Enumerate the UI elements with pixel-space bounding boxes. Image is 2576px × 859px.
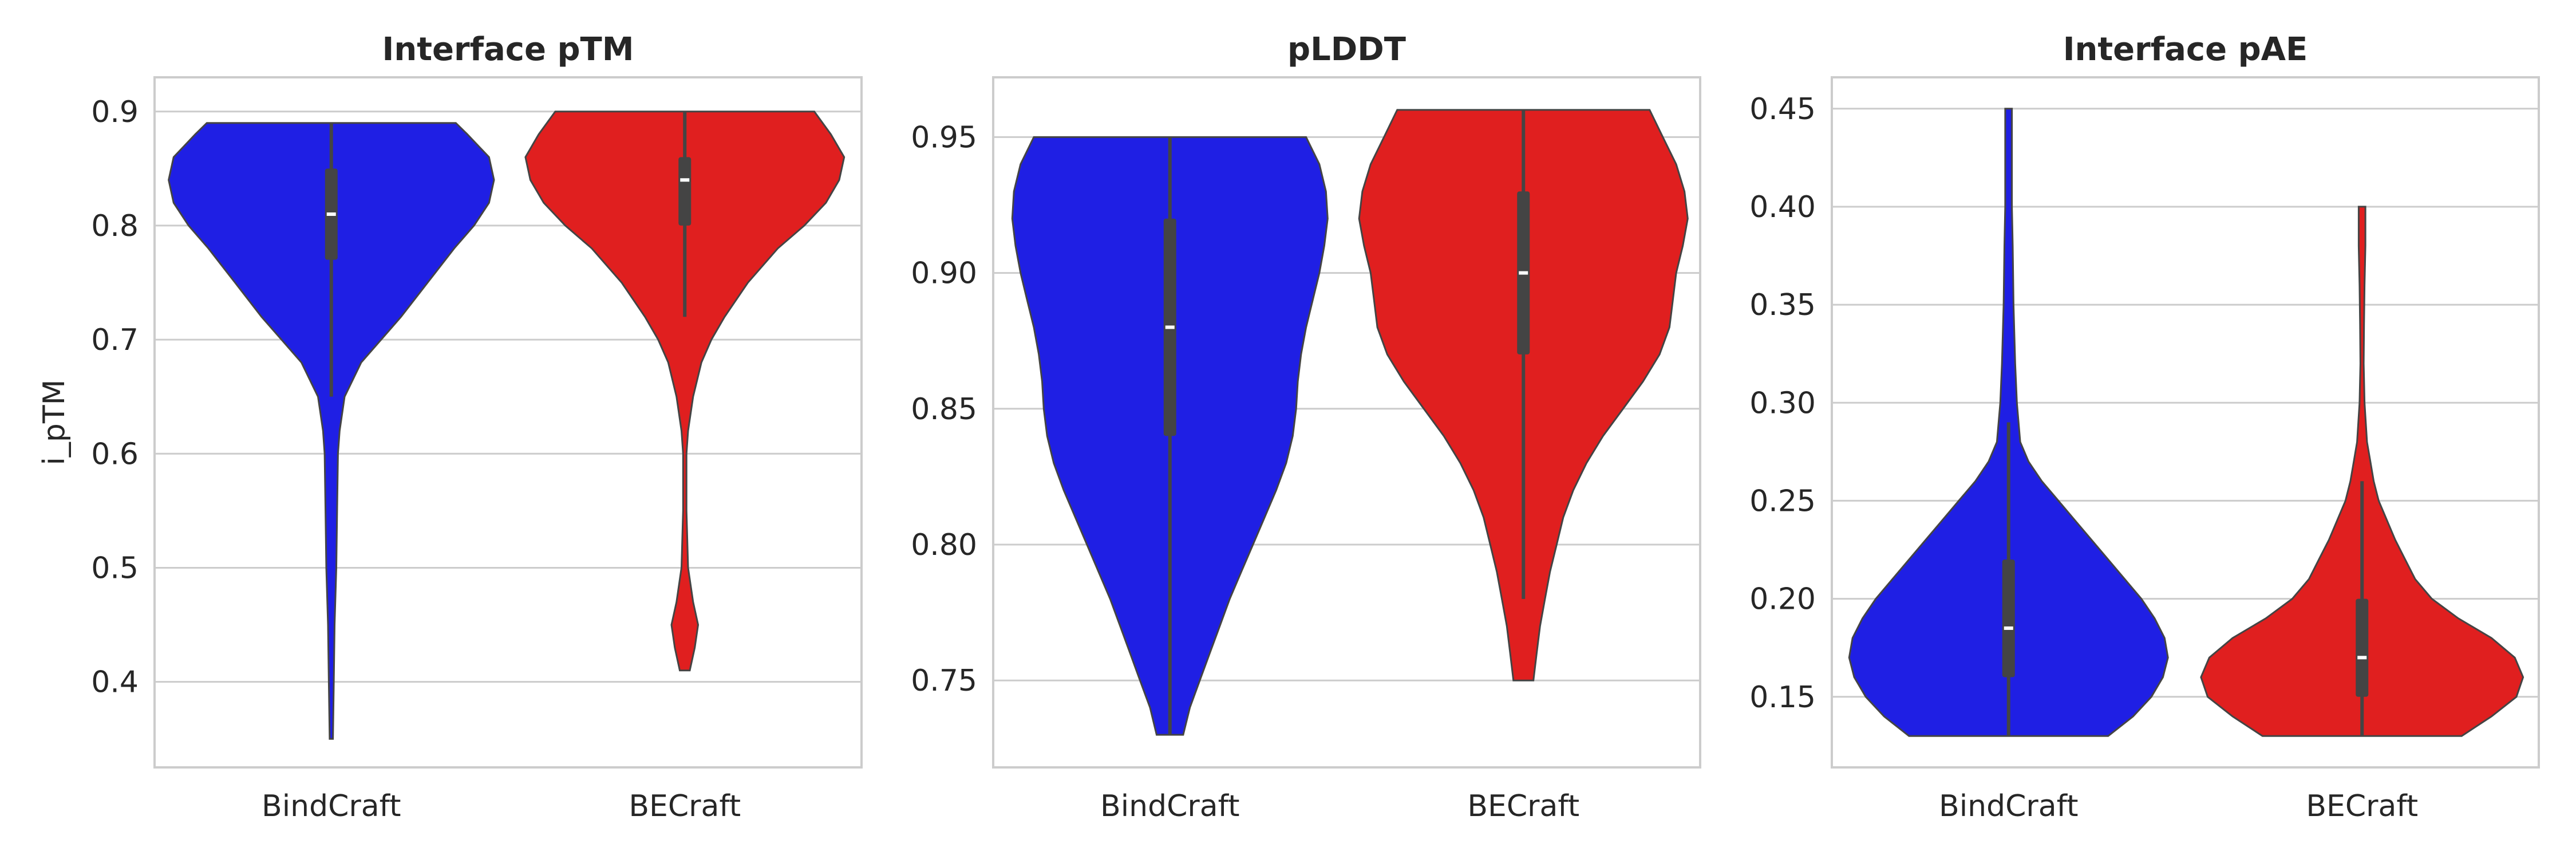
violin-body [168,122,495,740]
y-tick-label: 0.15 [1749,680,1816,715]
violin-becraft [2200,206,2524,737]
violin-bindcraft [1011,136,1329,736]
y-tick-label: 0.8 [91,209,139,243]
y-tick-label: 0.80 [911,528,977,562]
y-tick-label: 0.25 [1749,484,1816,518]
median-marker [2357,656,2367,660]
y-tick-label: 0.45 [1749,92,1816,127]
y-tick-label: 0.90 [911,257,977,291]
x-tick-label: BindCraft [1939,789,2078,823]
x-tick-label: BindCraft [262,789,401,823]
violin-bindcraft [168,122,495,740]
x-tick-label: BECraft [629,789,741,823]
x-tick-label: BECraft [2306,789,2418,823]
median-marker [1165,325,1175,329]
panel-title: pLDDT [1287,31,1406,68]
iqr-box [678,157,692,226]
y-tick-label: 0.6 [91,437,139,471]
panel-3: 0.15 0.20 0.25 0.30 0.35 0.40 0.45 Interface pA… [1749,31,2540,823]
violin-bindcraft [1848,108,2169,737]
median-marker [326,212,336,216]
x-tick-label: BECraft [1467,789,1579,823]
panel-2: 0.75 0.80 0.85 0.90 0.95 pLDDT BindCraft BECraf… [911,31,1701,823]
iqr-box [2002,559,2015,677]
violin-body [2200,206,2524,737]
y-tick-label: 0.85 [911,392,977,427]
violin-body [524,111,846,672]
y-tick-label: 0.30 [1749,386,1816,420]
y-tick-label: 0.5 [91,551,139,585]
median-marker [2004,626,2013,630]
y-tick-label: 0.9 [91,95,139,129]
violin-becraft [1358,109,1689,681]
y-tick-label: 0.40 [1749,190,1816,224]
y-tick-label: 0.20 [1749,582,1816,617]
x-tick-label: BindCraft [1100,789,1239,823]
y-tick-label: 0.4 [91,665,139,700]
y-tick-label: 0.95 [911,120,977,155]
median-marker [680,178,690,182]
y-tick-label: 0.35 [1749,288,1816,322]
y-tick-label: 0.75 [911,664,977,698]
median-marker [1519,271,1528,275]
panel-1: 0.4 0.5 0.6 0.7 0.8 0.9 Interface pTM i_pTM Bind… [37,31,863,823]
y-axis-label: i_pTM [37,379,72,465]
iqr-box [2356,598,2369,697]
y-tick-label: 0.7 [91,323,139,357]
panel-title: Interface pAE [2063,31,2308,68]
panel-title: Interface pTM [382,31,634,68]
violin-becraft [524,111,846,672]
